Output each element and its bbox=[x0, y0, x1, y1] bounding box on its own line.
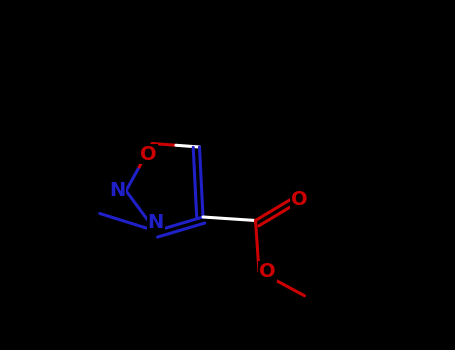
Text: N: N bbox=[109, 181, 126, 200]
Text: O: O bbox=[141, 145, 157, 163]
Text: O: O bbox=[291, 190, 308, 209]
Text: N: N bbox=[147, 213, 164, 232]
Text: O: O bbox=[259, 262, 276, 281]
